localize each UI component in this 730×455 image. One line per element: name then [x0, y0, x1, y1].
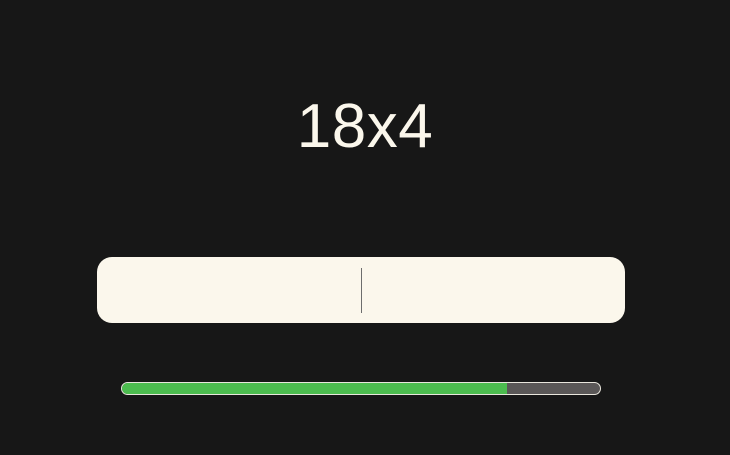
progress-fill	[122, 383, 507, 394]
math-problem: 18x4	[296, 92, 434, 161]
answer-input[interactable]	[97, 257, 625, 323]
progress-bar	[121, 382, 601, 395]
